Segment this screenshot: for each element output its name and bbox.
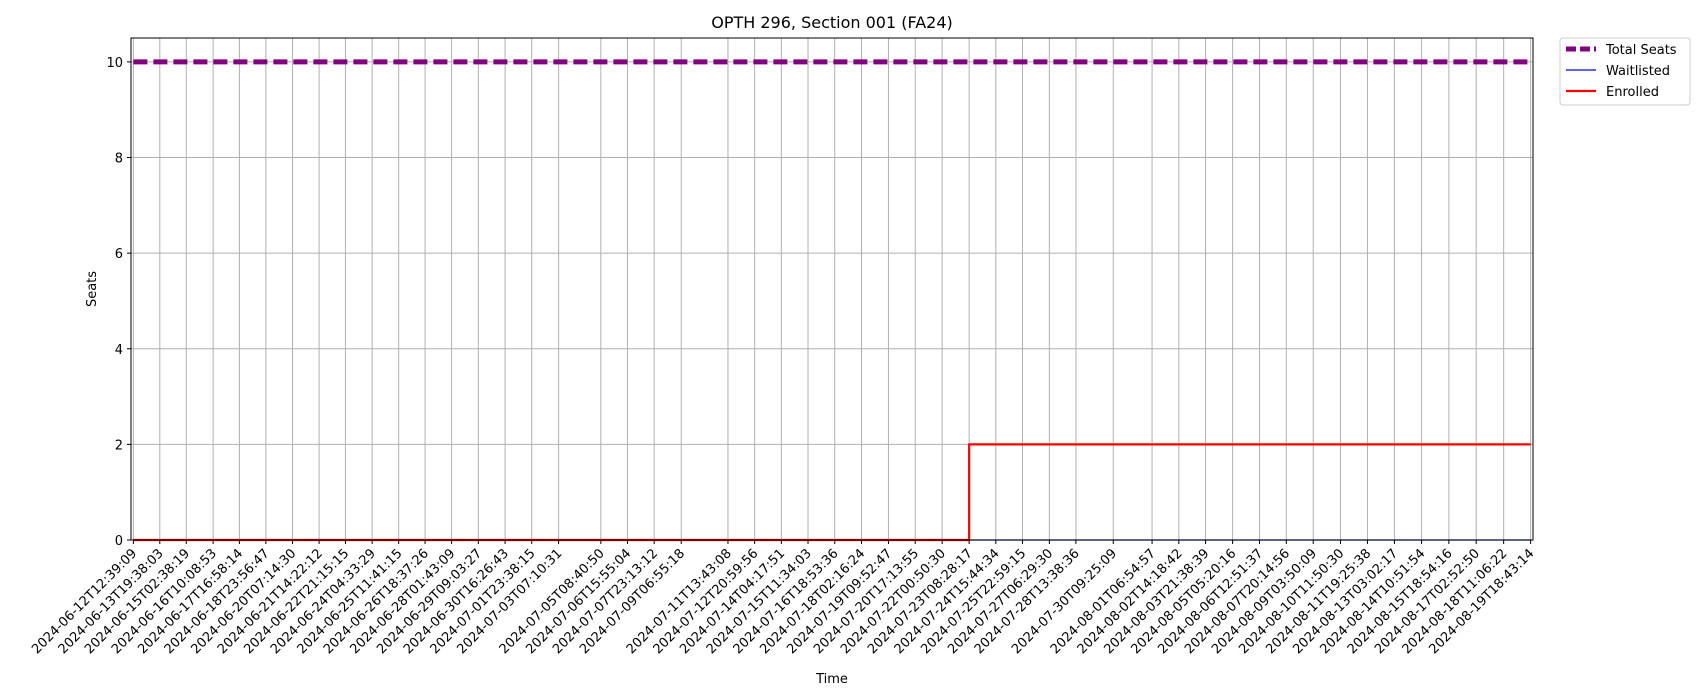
- x-axis: 2024-06-12T12:39:092024-06-13T19:38:0320…: [29, 540, 1537, 657]
- y-tick-label: 8: [115, 152, 123, 167]
- y-axis: 0 2 4 6 8 10: [106, 56, 131, 549]
- legend: Total Seats Waitlisted Enrolled: [1559, 37, 1691, 106]
- legend-label: Waitlisted: [1606, 64, 1670, 79]
- legend-label: Total Seats: [1605, 43, 1677, 58]
- grid-lines: [131, 38, 1533, 541]
- series-layer: [133, 59, 1531, 542]
- y-tick-label: 2: [115, 438, 123, 453]
- y-tick-label: 10: [106, 56, 123, 71]
- legend-label: Enrolled: [1606, 85, 1659, 100]
- y-axis-label: Seats: [85, 271, 100, 307]
- chart-title: OPTH 296, Section 001 (FA24): [711, 13, 953, 32]
- plot-frame: [130, 37, 1534, 541]
- series-line-enrolled: [133, 443, 1531, 542]
- x-axis-label: Time: [815, 672, 848, 687]
- y-tick-label: 0: [115, 534, 123, 549]
- y-tick-label: 6: [115, 247, 123, 262]
- legend-box: [1559, 37, 1691, 106]
- y-tick-label: 4: [115, 343, 123, 358]
